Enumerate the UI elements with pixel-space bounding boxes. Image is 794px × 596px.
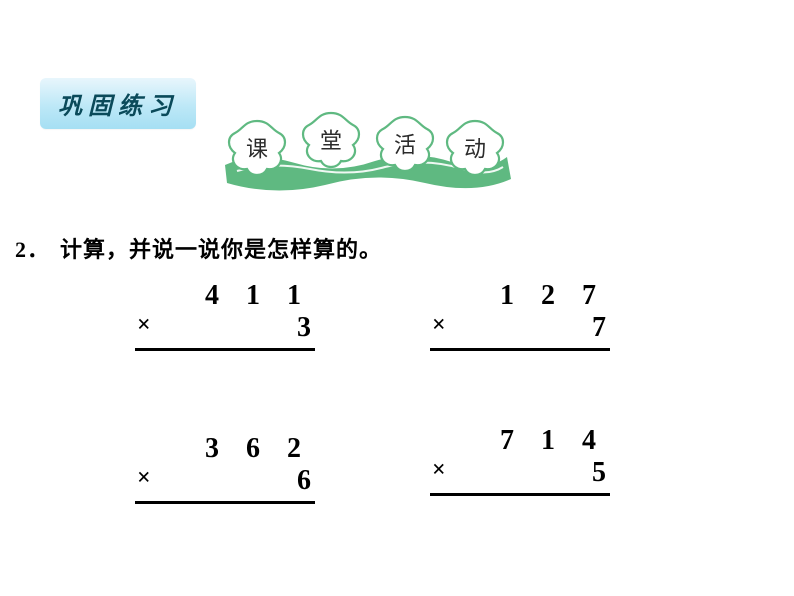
problem-4-rule	[430, 493, 610, 496]
title-char-1: 课	[246, 137, 268, 162]
title-char-2: 堂	[320, 129, 342, 154]
problem-2-row2: × 7	[430, 312, 610, 344]
flower-4: 动	[447, 121, 503, 175]
problem-2-rule	[430, 348, 610, 351]
problem-3-multiplier: 6	[297, 465, 311, 497]
times-sign: ×	[432, 312, 446, 344]
times-sign: ×	[137, 465, 151, 497]
problem-2-multiplier: 7	[592, 312, 606, 344]
flower-2: 堂	[303, 113, 359, 167]
problem-1-multiplicand: 4 1 1	[135, 280, 315, 312]
practice-label: 巩固练习	[40, 78, 196, 129]
times-sign: ×	[432, 457, 446, 489]
times-sign: ×	[137, 312, 151, 344]
problem-1-rule	[135, 348, 315, 351]
problem-3-row2: × 6	[135, 465, 315, 497]
problem-2: 1 2 7 × 7	[430, 280, 610, 351]
problem-3-multiplicand: 3 6 2	[135, 433, 315, 465]
question-line: 2． 计算，并说一说你是怎样算的。	[15, 232, 382, 264]
problem-1-multiplier: 3	[297, 312, 311, 344]
problem-1: 4 1 1 × 3	[135, 280, 315, 351]
title-char-4: 动	[464, 137, 486, 162]
problem-4-multiplicand: 7 1 4	[430, 425, 610, 457]
question-number: 2．	[15, 237, 50, 262]
problem-2-multiplicand: 1 2 7	[430, 280, 610, 312]
question-text: 计算，并说一说你是怎样算的。	[60, 237, 382, 262]
title-banner-svg: 课 堂 活 动	[215, 103, 515, 198]
problem-4: 7 1 4 × 5	[430, 425, 610, 496]
problem-3-rule	[135, 501, 315, 504]
problem-4-multiplier: 5	[592, 457, 606, 489]
flower-1: 课	[229, 121, 285, 175]
flower-3: 活	[377, 117, 433, 171]
title-char-3: 活	[394, 133, 416, 158]
title-banner: 课 堂 活 动	[215, 103, 515, 198]
problem-1-row2: × 3	[135, 312, 315, 344]
problem-4-row2: × 5	[430, 457, 610, 489]
problem-3: 3 6 2 × 6	[135, 433, 315, 504]
